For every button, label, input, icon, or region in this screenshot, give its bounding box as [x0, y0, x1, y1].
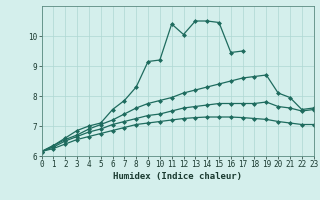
- X-axis label: Humidex (Indice chaleur): Humidex (Indice chaleur): [113, 172, 242, 181]
